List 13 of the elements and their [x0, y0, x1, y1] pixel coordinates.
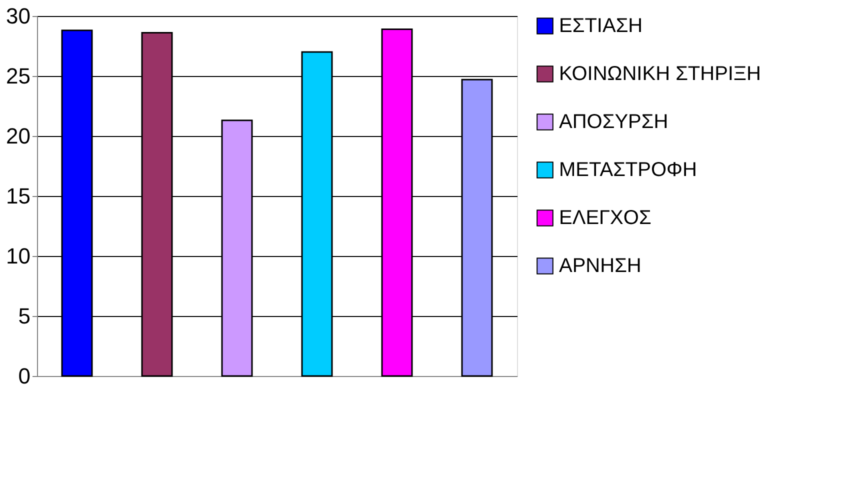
y-tick-label: 0 — [18, 364, 30, 388]
legend-label: ΜΕΤΑΣΤΡΟΦΗ — [559, 159, 697, 181]
legend-label: ΕΛΕΓΧΟΣ — [559, 207, 652, 229]
y-tick-label: 15 — [6, 184, 30, 208]
y-tick-label: 10 — [6, 244, 30, 268]
y-tick-label: 30 — [6, 4, 30, 28]
y-tick-label: 20 — [6, 124, 30, 148]
legend-label: ΕΣΤΙΑΣΗ — [559, 15, 643, 37]
legend-label: ΑΠΟΣΥΡΣΗ — [559, 111, 668, 133]
legend-label: ΑΡΝΗΣΗ — [559, 255, 642, 277]
legend-label: ΚΟΙΝΩΝΙΚΗ ΣΤΗΡΙΞΗ — [559, 63, 761, 85]
y-tick-label: 5 — [18, 304, 30, 328]
y-tick-label: 25 — [6, 64, 30, 88]
